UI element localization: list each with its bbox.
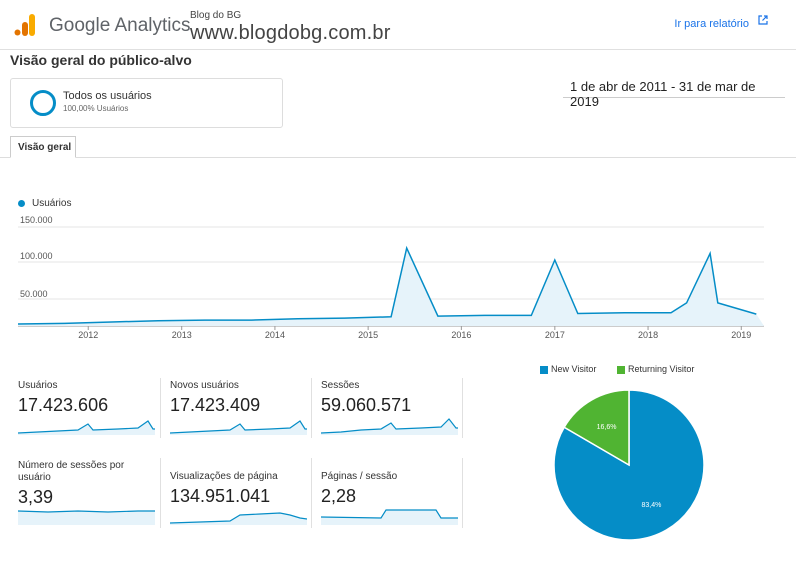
users-area (18, 248, 764, 326)
xtick-label: 2012 (78, 330, 99, 340)
divider (160, 458, 161, 528)
ytick-label: 100.000 (20, 251, 53, 261)
users-series-line[interactable] (17, 245, 757, 325)
metric-value: 17.423.606 (18, 395, 109, 415)
account-name: Blog do BG (190, 10, 242, 21)
pie-legend-label: Returning Visitor (628, 364, 695, 374)
ytick-label: 50.000 (20, 289, 48, 299)
metric-value: 3,39 (18, 487, 54, 507)
metric-label: Usuários (18, 380, 58, 391)
external-link-icon[interactable] (758, 15, 768, 25)
metric-users[interactable]: Usuários 17.423.606 (18, 380, 158, 416)
visitor-type-pie-chart[interactable]: 83,4% 16,6% (552, 388, 706, 542)
xtick-label: 2014 (264, 330, 285, 340)
segment-percent: 100,00% Usuários (63, 104, 129, 113)
metric-value: 17.423.409 (170, 395, 261, 415)
sparkline-users (18, 420, 155, 435)
xtick-label: 2018 (638, 330, 659, 340)
divider (462, 378, 463, 438)
metric-label: Novos usuários (170, 380, 239, 391)
xtick-label: 2017 (544, 330, 565, 340)
sparkline-pageviews (170, 512, 307, 525)
xtick-label: 2019 (731, 330, 752, 340)
segment-ring-icon (30, 90, 56, 116)
legend-label: Usuários (32, 198, 72, 209)
xtick-label: 2015 (358, 330, 379, 340)
metric-value: 134.951.041 (170, 486, 271, 506)
tab-divider (0, 157, 796, 158)
metric-label: Sessões (321, 380, 360, 391)
segment-name: Todos os usuários (63, 90, 152, 102)
metric-value: 2,28 (321, 486, 357, 506)
page-title: Visão geral do público-alvo (10, 52, 192, 68)
sparkline-sessions-per-user (18, 510, 155, 525)
property-name: www.blogdobg.com.br (190, 22, 391, 44)
legend-marker (18, 200, 25, 207)
top-bar: Google Analytics Blog do BG www.blogdobg… (0, 0, 796, 50)
sparkline-new-users (170, 420, 307, 435)
metric-label: Número de sessões por usuário (18, 460, 125, 483)
product-name: Google Analytics (49, 15, 191, 36)
metric-value: 59.060.571 (321, 395, 412, 415)
xtick-label: 2016 (451, 330, 472, 340)
sparkline-pages-per-session (321, 509, 458, 525)
xtick-label: 2013 (171, 330, 192, 340)
sparkline-sessions (321, 418, 458, 435)
tab-overview[interactable]: Visão geral (10, 136, 76, 158)
pie-legend-marker (540, 366, 548, 374)
analytics-logo-icon (14, 14, 35, 36)
metric-sessions-per-user[interactable]: Número de sessões por usuário 3,39 (18, 460, 158, 508)
divider (311, 458, 312, 528)
metric-sessions[interactable]: Sessões 59.060.571 (321, 380, 461, 416)
ytick-label: 150.000 (20, 215, 53, 225)
metric-label: Páginas / sessão (321, 471, 398, 482)
metric-label: Visualizações de página (170, 471, 278, 482)
users-line-chart[interactable] (0, 210, 796, 335)
go-to-report-link[interactable]: Ir para relatório (674, 18, 749, 30)
segment-card[interactable]: Todos os usuários 100,00% Usuários (10, 78, 283, 128)
pie-slice-label: 16,6% (597, 424, 617, 431)
divider (462, 458, 463, 528)
metric-pages-per-session[interactable]: Páginas / sessão 2,28 (321, 471, 461, 507)
date-range-picker[interactable]: 1 de abr de 2011 - 31 de mar de 2019 (563, 72, 785, 109)
metric-pageviews[interactable]: Visualizações de página 134.951.041 (170, 471, 310, 507)
pie-slice-label: 83,4% (641, 502, 661, 509)
metric-new-users[interactable]: Novos usuários 17.423.409 (170, 380, 310, 416)
divider (311, 378, 312, 438)
divider (160, 378, 161, 438)
pie-legend-label: New Visitor (551, 364, 597, 374)
pie-legend-marker (617, 366, 625, 374)
pie-slice-1[interactable] (563, 389, 630, 467)
